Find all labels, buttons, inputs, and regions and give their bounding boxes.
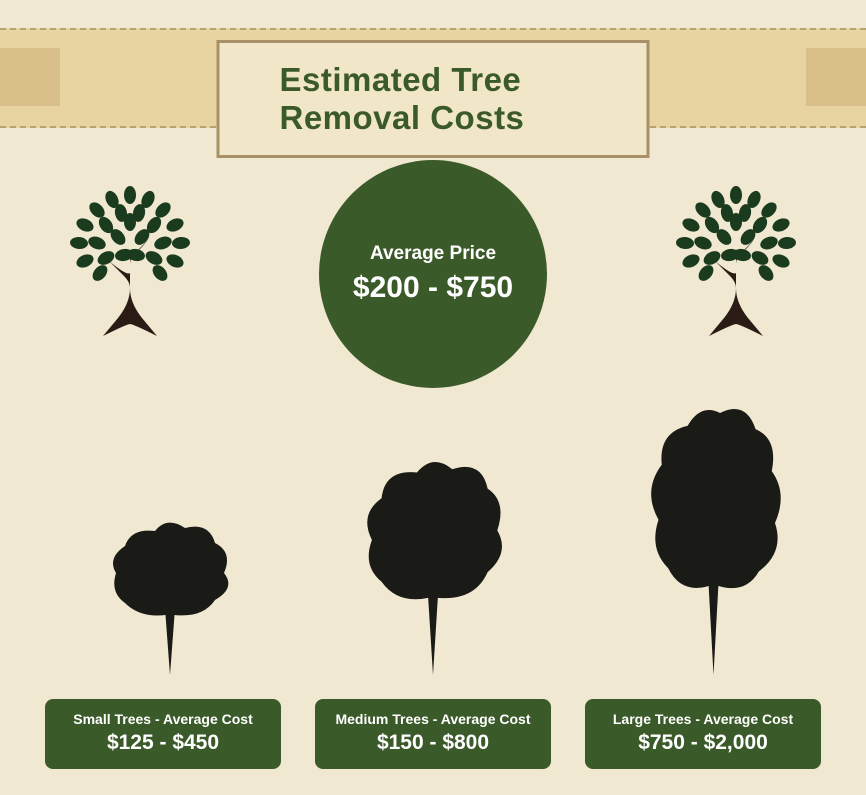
- medium-tree-cost-value: $150 - $800: [323, 731, 543, 755]
- small-tree-cost-label: Small Trees - Average Cost: [53, 711, 273, 727]
- decorative-tree-icon: [661, 180, 811, 345]
- large-tree-icon: [626, 400, 801, 675]
- large-tree-cost-badge: Large Trees - Average Cost $750 - $2,000: [585, 699, 821, 769]
- large-tree-cost-label: Large Trees - Average Cost: [593, 711, 813, 727]
- large-tree-cost-value: $750 - $2,000: [593, 731, 813, 755]
- title-box: Estimated Tree Removal Costs: [217, 40, 650, 158]
- average-price-circle: Average Price $200 - $750: [319, 160, 547, 388]
- small-tree-cost-value: $125 - $450: [53, 731, 273, 755]
- header-tab-left: [0, 48, 60, 106]
- medium-tree-cost-badge: Medium Trees - Average Cost $150 - $800: [315, 699, 551, 769]
- medium-tree-cost-label: Medium Trees - Average Cost: [323, 711, 543, 727]
- medium-tree-icon: [348, 450, 518, 675]
- decorative-tree-icon: [55, 180, 205, 345]
- average-price-value: $200 - $750: [353, 271, 513, 305]
- page-title: Estimated Tree Removal Costs: [280, 61, 587, 137]
- header-tab-right: [806, 48, 866, 106]
- small-tree-icon: [95, 510, 245, 675]
- small-tree-cost-badge: Small Trees - Average Cost $125 - $450: [45, 699, 281, 769]
- average-price-label: Average Price: [370, 243, 496, 265]
